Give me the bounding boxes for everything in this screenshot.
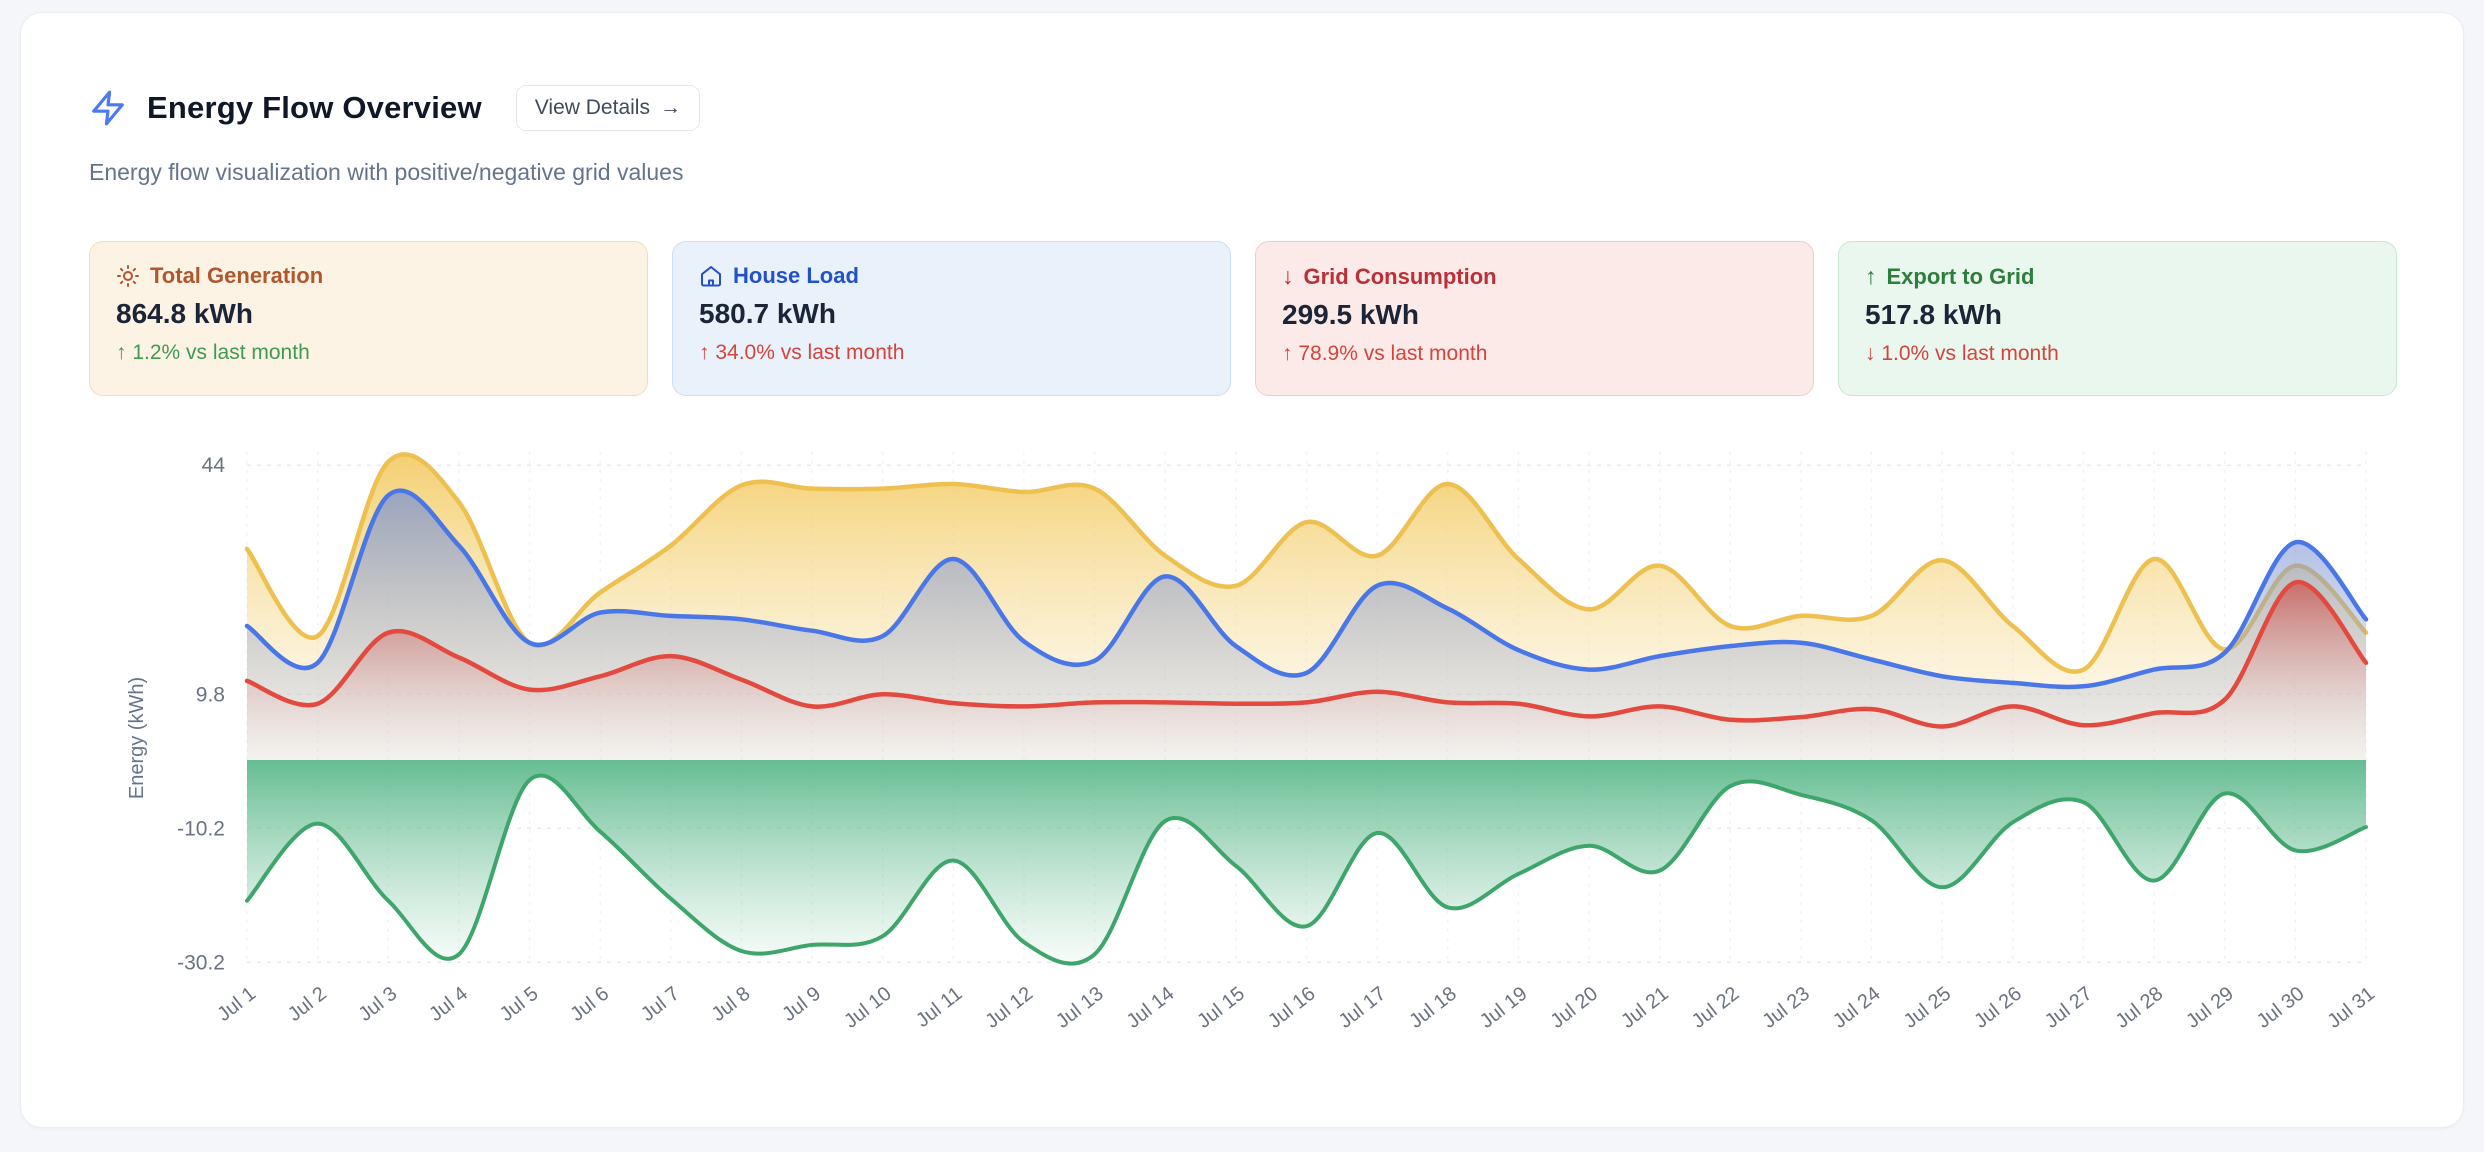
svg-text:Jul 21: Jul 21 [1617,983,1673,1033]
series-house-load [244,488,2369,760]
svg-text:Jul 29: Jul 29 [2182,983,2238,1033]
stat-card-total-generation: Total Generation 864.8 kWh ↑ 1.2% vs las… [89,241,648,396]
svg-text:Jul 20: Jul 20 [1547,983,1603,1033]
stat-card-house-load: House Load 580.7 kWh ↑ 34.0% vs last mon… [672,241,1231,396]
svg-text:Jul 28: Jul 28 [2112,983,2168,1033]
stat-label-row: ↑ Export to Grid [1865,263,2370,290]
svg-text:Jul 9: Jul 9 [778,983,825,1026]
stats-row: Total Generation 864.8 kWh ↑ 1.2% vs las… [89,241,2397,396]
arrow-up-icon: ↑ [1865,263,1877,289]
stat-delta: ↑ 78.9% vs last month [1282,342,1488,365]
svg-text:Jul 27: Jul 27 [2041,983,2097,1033]
svg-text:Jul 24: Jul 24 [1829,983,1885,1033]
header: Energy Flow Overview View Details → [89,85,700,131]
page-subtitle: Energy flow visualization with positive/… [89,159,684,185]
svg-text:Jul 23: Jul 23 [1758,983,1814,1033]
svg-text:Jul 6: Jul 6 [566,983,613,1026]
stat-delta: ↑ 1.2% vs last month [116,341,310,364]
stat-value: 580.7 kWh [699,298,836,329]
svg-text:Jul 11: Jul 11 [912,983,966,1032]
svg-text:Jul 12: Jul 12 [981,983,1037,1033]
svg-text:Jul 5: Jul 5 [496,983,543,1026]
view-details-button[interactable]: View Details → [515,85,700,131]
svg-text:44: 44 [202,454,226,477]
svg-text:Jul 15: Jul 15 [1193,983,1249,1033]
stat-value: 864.8 kWh [116,298,253,329]
svg-text:Jul 26: Jul 26 [1970,983,2026,1033]
svg-text:9.8: 9.8 [196,683,225,706]
energy-flow-chart: 44 9.8 -10.2 -30.2 Jul 1 Jul 2 Jul 3 Jul 4 Jul 5… [126,451,2379,1033]
svg-text:Jul 16: Jul 16 [1264,983,1320,1033]
stat-label-row: House Load [699,263,1204,289]
stat-label: Grid Consumption [1303,263,1497,289]
svg-text:Jul 14: Jul 14 [1123,983,1179,1033]
stat-value: 517.8 kWh [1865,299,2002,330]
stat-label: Total Generation [150,263,324,288]
svg-text:Jul 22: Jul 22 [1688,983,1744,1033]
x-axis-tick-labels: Jul 1 Jul 2 Jul 3 Jul 4 Jul 5 Jul 6 Jul 7 Jul 8… [213,983,2379,1033]
arrow-down-icon: ↓ [1282,263,1294,289]
home-icon [699,264,723,288]
stat-label-row: Total Generation [116,263,621,289]
stat-card-export-to-grid: ↑ Export to Grid 517.8 kWh ↓ 1.0% vs las… [1838,241,2397,396]
stat-label-row: ↓ Grid Consumption [1282,263,1787,290]
svg-text:Jul 10: Jul 10 [840,983,896,1033]
series-export-to-grid [245,760,2368,966]
view-details-label: View Details [534,96,650,119]
svg-text:Jul 17: Jul 17 [1335,983,1391,1033]
stat-label: House Load [733,263,859,288]
stat-delta: ↑ 34.0% vs last month [699,341,905,364]
svg-text:Jul 18: Jul 18 [1405,983,1461,1033]
stat-value: 299.5 kWh [1282,299,1419,330]
y-axis-title: Energy (kWh) [126,677,148,799]
sun-icon [116,264,140,288]
svg-text:Jul 19: Jul 19 [1476,983,1532,1033]
series-grid-consumption [244,580,2369,760]
svg-text:Jul 2: Jul 2 [284,983,331,1026]
svg-text:Jul 13: Jul 13 [1052,983,1108,1033]
stat-delta: ↓ 1.0% vs last month [1865,342,2059,365]
svg-text:-10.2: -10.2 [177,817,225,840]
page-title: Energy Flow Overview [147,90,482,125]
svg-text:Jul 31: Jul 31 [2323,983,2379,1033]
svg-text:-30.2: -30.2 [177,951,225,974]
energy-dashboard-card: Energy Flow Overview View Details → Ener… [20,12,2464,1128]
svg-text:Jul 4: Jul 4 [425,983,472,1026]
svg-text:Jul 30: Jul 30 [2253,983,2309,1033]
stat-card-grid-consumption: ↓ Grid Consumption 299.5 kWh ↑ 78.9% vs … [1255,241,1814,396]
svg-text:Jul 8: Jul 8 [708,983,755,1026]
svg-text:Jul 3: Jul 3 [355,983,402,1026]
svg-text:Jul 1: Jul 1 [213,983,260,1026]
svg-text:Jul 7: Jul 7 [637,983,684,1026]
y-axis-tick-labels: 44 9.8 -10.2 -30.2 [177,454,225,974]
stat-label: Export to Grid [1886,263,2035,289]
zap-icon [89,89,127,127]
svg-text:Jul 25: Jul 25 [1900,983,1956,1033]
arrow-right-icon: → [659,96,681,119]
